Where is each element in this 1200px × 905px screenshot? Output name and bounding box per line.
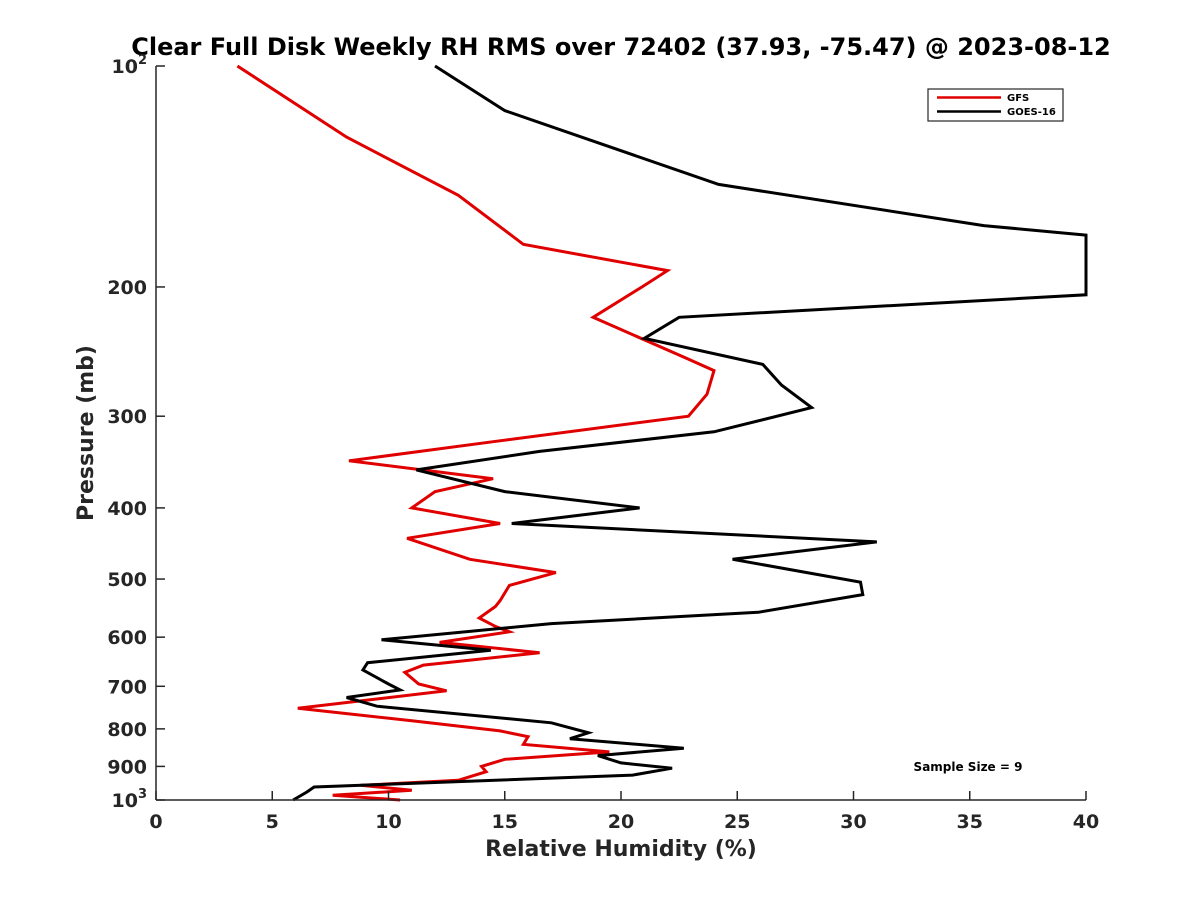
y-tick-label: 400 [107,498,147,520]
y-tick-label: 700 [107,676,147,698]
x-tick-label: 0 [149,811,162,833]
x-axis-label: Relative Humidity (%) [485,837,757,862]
legend-goes16-label: GOES-16 [1007,107,1056,118]
x-tick-label: 35 [957,811,983,833]
x-tick-label: 20 [608,811,634,833]
y-tick-label: 103 [112,787,148,812]
plot-area [156,66,1086,800]
legend-box [927,88,1064,122]
x-tick-label: 5 [266,811,279,833]
series-line-goes16 [292,64,1088,802]
y-tick-label: 800 [107,719,147,741]
x-tick-label: 25 [724,811,750,833]
y-tick-label: 200 [107,277,147,299]
y-tick-label: 500 [107,569,147,591]
y-tick-label: 300 [107,406,147,428]
y-tick-label: 900 [107,756,147,778]
x-tick-label: 10 [375,811,401,833]
y-axis-label: Pressure (mb) [74,345,99,521]
y-ticks: 102 200 300 400 500 600 700 800 900 103 [107,53,165,812]
series-line-gfs [236,64,716,802]
x-tick-label: 40 [1073,811,1099,833]
series-layer [236,64,1088,802]
legend-gfs-label: GFS [1007,93,1029,104]
x-tick-label: 15 [492,811,518,833]
y-tick-label: 102 [112,53,148,78]
x-tick-label: 30 [840,811,866,833]
chart-title: Clear Full Disk Weekly RH RMS over 72402… [131,33,1111,61]
plot-background [156,66,1086,800]
legend: GFS GOES-16 [927,88,1064,122]
y-tick-label: 600 [107,627,147,649]
x-ticks: 0 5 10 15 20 25 30 35 40 [149,791,1099,833]
sample-size-annotation: Sample Size = 9 [914,760,1023,774]
